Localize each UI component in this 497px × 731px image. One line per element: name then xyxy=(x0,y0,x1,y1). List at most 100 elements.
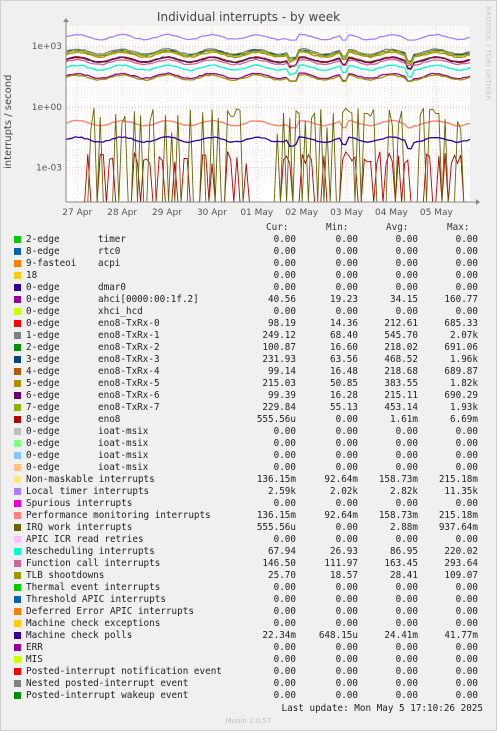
legend-min-value: 111.97 xyxy=(324,558,358,569)
legend-cur-value: 0.00 xyxy=(273,666,296,677)
legend-max-value: 160.77 xyxy=(444,294,478,305)
legend-cur-value: 0.00 xyxy=(273,246,296,257)
legend-max-value: 0.00 xyxy=(455,642,478,653)
legend-min-value: 0.00 xyxy=(335,258,358,269)
legend-max-value: 0.00 xyxy=(455,306,478,317)
legend-max-value: 220.02 xyxy=(444,546,478,557)
series-line-12 xyxy=(65,51,471,66)
legend-min-value: 0.00 xyxy=(335,450,358,461)
legend-min-value: 0.00 xyxy=(335,594,358,605)
legend-min-value: 0.00 xyxy=(335,654,358,665)
legend-cur-value: 0.00 xyxy=(273,450,296,461)
legend-series-name: Nested posted-interrupt event xyxy=(26,678,189,689)
legend-irq-name: eno8-TxRx-7 xyxy=(98,402,160,413)
legend-min-value: 16.48 xyxy=(330,366,358,377)
legend-cur-value: 0.00 xyxy=(273,618,296,629)
legend-swatch xyxy=(14,452,21,459)
chart-title: Individual interrupts - by week xyxy=(156,10,341,24)
legend-avg-value: 0.00 xyxy=(395,534,418,545)
legend-series-name: Machine check polls xyxy=(26,630,133,641)
legend-swatch xyxy=(14,488,21,495)
legend-swatch xyxy=(14,620,21,627)
legend-min-value: 648.15u xyxy=(318,630,358,641)
legend-series-name: Function call interrupts xyxy=(26,558,161,569)
legend-series-name: 6-edge xyxy=(26,390,60,401)
legend-swatch xyxy=(14,284,21,291)
header-max: Max: xyxy=(447,222,470,233)
legend-min-value: 0.00 xyxy=(335,618,358,629)
x-tick-label: 29 Apr xyxy=(152,208,182,218)
x-tick-label: 04 May xyxy=(375,208,409,218)
legend-max-value: 1.93k xyxy=(450,402,478,413)
legend-swatch xyxy=(14,428,21,435)
legend-cur-value: 0.00 xyxy=(273,270,296,281)
legend-irq-name: timer xyxy=(98,234,126,245)
legend-irq-name: ahci[0000:00:1f.2] xyxy=(98,294,199,305)
legend-avg-value: 0.00 xyxy=(395,462,418,473)
legend-max-value: 0.00 xyxy=(455,426,478,437)
legend-series-name: 0-edge xyxy=(26,306,60,317)
legend-swatch xyxy=(14,416,21,423)
legend-series-name: IRQ work interrupts xyxy=(26,522,133,533)
legend-series-name: 7-edge xyxy=(26,402,60,413)
legend-min-value: 18.57 xyxy=(330,570,358,581)
legend-cur-value: 0.00 xyxy=(273,462,296,473)
legend-swatch xyxy=(14,500,21,507)
legend-avg-value: 545.70 xyxy=(384,330,418,341)
legend-cur-value: 136.15m xyxy=(256,474,296,485)
legend-swatch xyxy=(14,356,21,363)
legend-swatch xyxy=(14,344,21,351)
legend-max-value: 215.18m xyxy=(438,474,478,485)
legend-swatch xyxy=(14,248,21,255)
legend-cur-value: 0.00 xyxy=(273,306,296,317)
legend-min-value: 63.56 xyxy=(330,354,358,365)
legend-min-value: 0.00 xyxy=(335,606,358,617)
chart-plot: 1e+03 1e+00 1e-03 27 Apr 28 Apr 29 Apr 30 Apr 0… xyxy=(32,18,480,218)
legend-swatch xyxy=(14,524,21,531)
legend-max-value: 0.00 xyxy=(455,618,478,629)
legend-swatch xyxy=(14,656,21,663)
legend-series-name: 0-edge xyxy=(26,438,60,449)
legend-series-name: Deferred Error APIC interrupts xyxy=(26,606,194,617)
legend-max-value: 41.77m xyxy=(444,630,478,641)
legend-swatch xyxy=(14,404,21,411)
last-update: Last update: Mon May 5 17:10:26 2025 xyxy=(281,703,484,714)
legend-avg-value: 0.00 xyxy=(395,606,418,617)
legend-irq-name: eno8-TxRx-2 xyxy=(98,342,160,353)
legend-max-value: 0.00 xyxy=(455,246,478,257)
legend-avg-value: 0.00 xyxy=(395,678,418,689)
legend-irq-name: eno8-TxRx-4 xyxy=(98,366,160,377)
legend-min-value: 55.13 xyxy=(330,402,358,413)
legend-series-name: 0-edge xyxy=(26,282,60,293)
legend-avg-value: 0.00 xyxy=(395,654,418,665)
legend-avg-value: 0.00 xyxy=(395,258,418,269)
legend-swatch xyxy=(14,464,21,471)
legend-avg-value: 1.61m xyxy=(390,414,418,425)
legend-series-name: 0-edge xyxy=(26,462,60,473)
legend-cur-value: 99.39 xyxy=(268,390,296,401)
legend-irq-name: eno8-TxRx-3 xyxy=(98,354,160,365)
legend-cur-value: 0.00 xyxy=(273,594,296,605)
legend-max-value: 0.00 xyxy=(455,582,478,593)
legend-min-value: 0.00 xyxy=(335,498,358,509)
legend-max-value: 6.69m xyxy=(450,414,478,425)
legend-irq-name: eno8-TxRx-0 xyxy=(98,318,160,329)
legend-avg-value: 0.00 xyxy=(395,282,418,293)
legend-series-name: Thermal event interrupts xyxy=(26,582,161,593)
legend-avg-value: 163.45 xyxy=(384,558,418,569)
legend-cur-value: 0.00 xyxy=(273,534,296,545)
legend-avg-value: 0.00 xyxy=(395,666,418,677)
legend-min-value: 68.40 xyxy=(330,330,358,341)
series-line-27 xyxy=(65,58,471,67)
legend-irq-name: acpi xyxy=(98,258,121,269)
legend-series-name: 2-edge xyxy=(26,234,60,245)
legend-irq-name: rtc0 xyxy=(98,246,121,257)
legend-avg-value: 218.68 xyxy=(384,366,418,377)
y-tick-label: 1e+03 xyxy=(32,42,62,52)
legend-series-name: 8-edge xyxy=(26,246,60,257)
legend-min-value: 0.00 xyxy=(335,462,358,473)
legend-irq-name: xhci_hcd xyxy=(98,306,143,317)
legend-avg-value: 453.14 xyxy=(384,402,418,413)
legend-cur-value: 0.00 xyxy=(273,234,296,245)
legend-max-value: 0.00 xyxy=(455,450,478,461)
